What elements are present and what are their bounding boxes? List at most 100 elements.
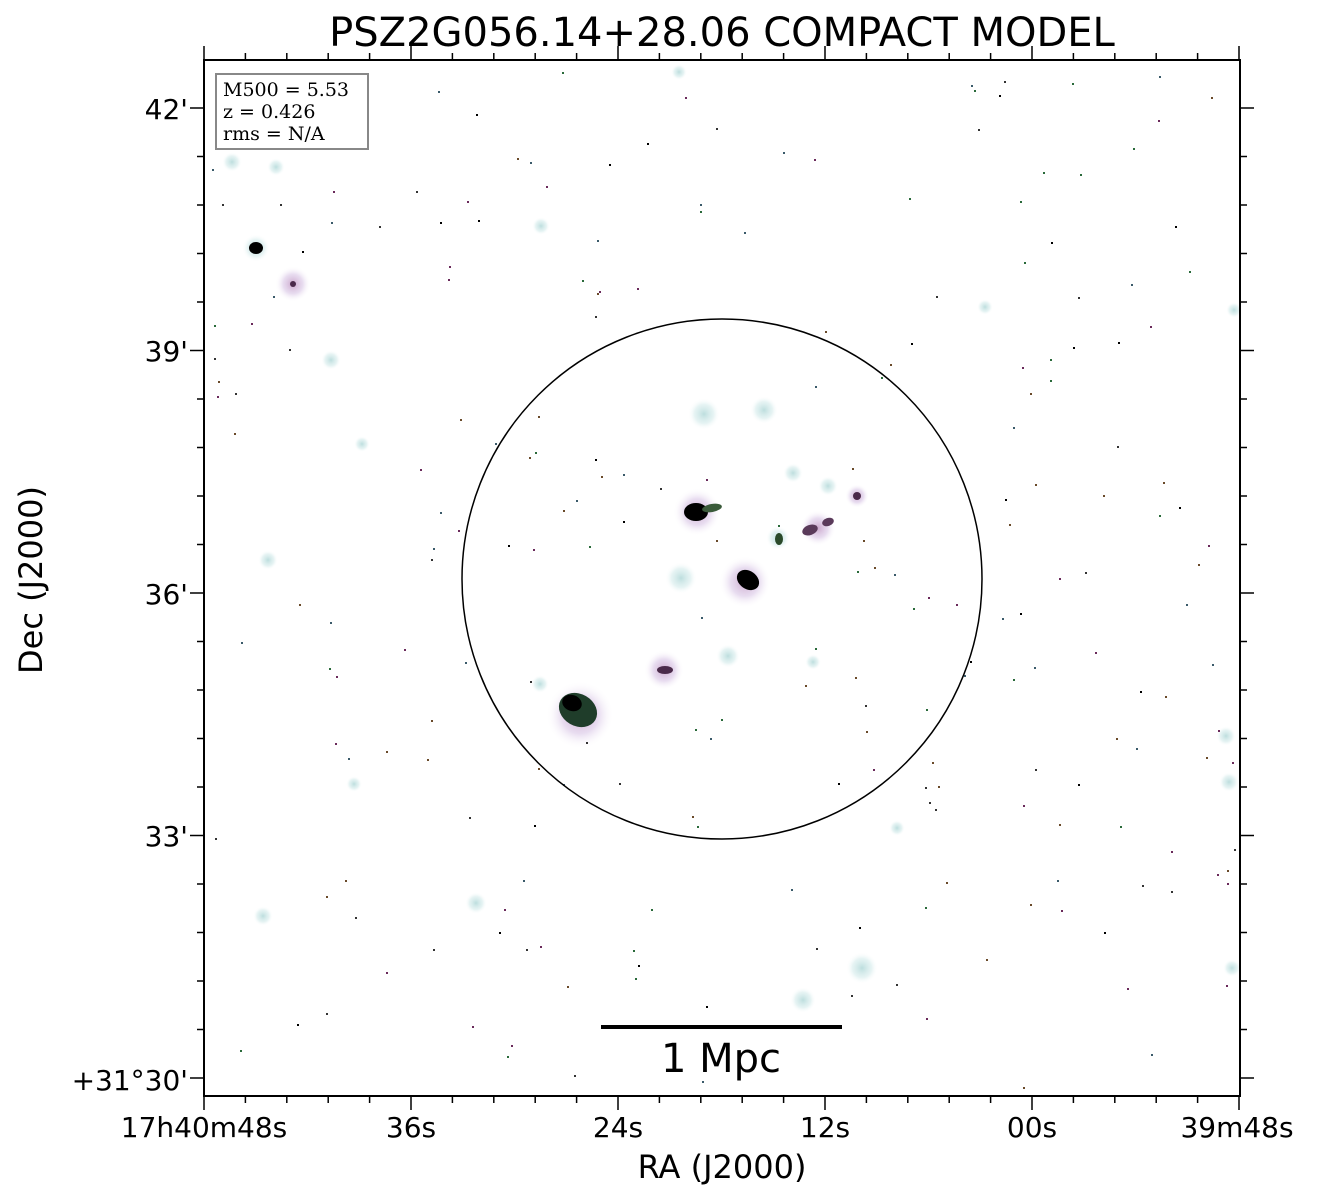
noise-pixel [783, 152, 785, 154]
noise-pixel [873, 769, 875, 771]
noise-pixel [1080, 174, 1082, 176]
noise-pixel [1140, 691, 1142, 693]
noise-pixel [517, 158, 519, 160]
source-halo [665, 562, 697, 594]
noise-pixel [214, 358, 216, 360]
noise-pixel [214, 325, 216, 327]
noise-pixel [567, 986, 569, 988]
plot-frame [203, 59, 1241, 1097]
noise-pixel [212, 169, 214, 171]
source-halo [532, 217, 550, 235]
noise-pixel [469, 817, 471, 819]
noise-pixel [936, 296, 938, 298]
info-box: M500 = 5.53 z = 0.426 rms = N/A [215, 73, 369, 150]
noise-pixel [530, 162, 532, 164]
noise-pixel [499, 932, 501, 934]
noise-pixel [971, 85, 973, 87]
noise-pixel [507, 1056, 509, 1058]
source-halo [818, 476, 838, 496]
noise-pixel [1175, 226, 1177, 228]
noise-pixel [386, 751, 388, 753]
y-tick-label: 36' [145, 578, 188, 611]
noise-pixel [791, 889, 793, 891]
noise-pixel [1030, 393, 1032, 395]
noise-pixel [1163, 482, 1165, 484]
source-core [702, 503, 722, 513]
noise-pixel [1117, 446, 1119, 448]
noise-pixel [1116, 738, 1118, 740]
noise-pixel [1189, 271, 1191, 273]
noise-pixel [1120, 826, 1122, 828]
noise-pixel [706, 1006, 708, 1008]
noise-pixel [685, 97, 687, 99]
noise-pixel [504, 909, 506, 911]
noise-pixel [1034, 667, 1036, 669]
noise-pixel [814, 159, 816, 161]
noise-pixel [540, 946, 542, 948]
source-halo [716, 644, 740, 668]
source-halo [253, 906, 273, 926]
noise-pixel [597, 293, 599, 295]
x-tick-label: 17h40m48s [121, 1111, 288, 1144]
noise-pixel [956, 604, 958, 606]
scale-bar-label: 1 Mpc [661, 1036, 781, 1082]
noise-pixel [1227, 870, 1229, 872]
noise-pixel [562, 72, 564, 74]
source-core [684, 503, 708, 521]
scale-bar: 1 Mpc [601, 1025, 842, 1082]
source-halo [889, 820, 905, 836]
noise-pixel [538, 768, 540, 770]
noise-pixel [1133, 148, 1135, 150]
source-halo [671, 64, 687, 80]
noise-pixel [695, 729, 697, 731]
noise-pixel [348, 758, 350, 760]
noise-pixel [1078, 784, 1080, 786]
y-tick-label: 42' [145, 93, 188, 126]
noise-pixel [589, 546, 591, 548]
y-tick-label: 39' [145, 335, 188, 368]
noise-pixel [815, 386, 817, 388]
source-core [822, 517, 834, 527]
noise-pixel [863, 540, 865, 542]
noise-pixel [637, 288, 639, 290]
noise-pixel [1208, 545, 1210, 547]
noise-pixel [700, 204, 702, 206]
noise-pixel [476, 114, 478, 116]
noise-pixel [546, 186, 548, 188]
noise-pixel [1142, 885, 1144, 887]
noise-pixel [431, 559, 433, 561]
x-tick-label: 24s [593, 1111, 643, 1144]
noise-pixel [467, 201, 469, 203]
noise-pixel [932, 762, 934, 764]
noise-pixel [1159, 76, 1161, 78]
noise-pixel [533, 549, 535, 551]
noise-pixel [534, 825, 536, 827]
noise-pixel [331, 222, 333, 224]
noise-pixel [302, 251, 304, 253]
noise-pixel [633, 950, 635, 952]
noise-pixel [986, 959, 988, 961]
noise-pixel [1051, 242, 1053, 244]
noise-pixel [431, 720, 433, 722]
source-halo [688, 398, 720, 430]
noise-pixel [744, 232, 746, 234]
noise-pixel [925, 787, 927, 789]
noise-pixel [597, 240, 599, 242]
noise-pixel [241, 642, 243, 644]
noise-pixel [355, 917, 357, 919]
noise-pixel [333, 191, 335, 193]
noise-pixel [1171, 851, 1173, 853]
noise-pixel [1232, 762, 1234, 764]
noise-pixel [574, 1075, 576, 1077]
noise-pixel [609, 164, 611, 166]
noise-pixel [526, 949, 528, 951]
noise-pixel [1043, 172, 1045, 174]
noise-pixel [702, 1081, 704, 1083]
noise-pixel [1118, 342, 1120, 344]
rms-text: rms = N/A [223, 123, 325, 145]
noise-pixel [234, 433, 236, 435]
noise-pixel [1211, 97, 1213, 99]
noise-pixel [1057, 880, 1059, 882]
noise-pixel [1150, 326, 1152, 328]
noise-pixel [297, 1024, 299, 1026]
